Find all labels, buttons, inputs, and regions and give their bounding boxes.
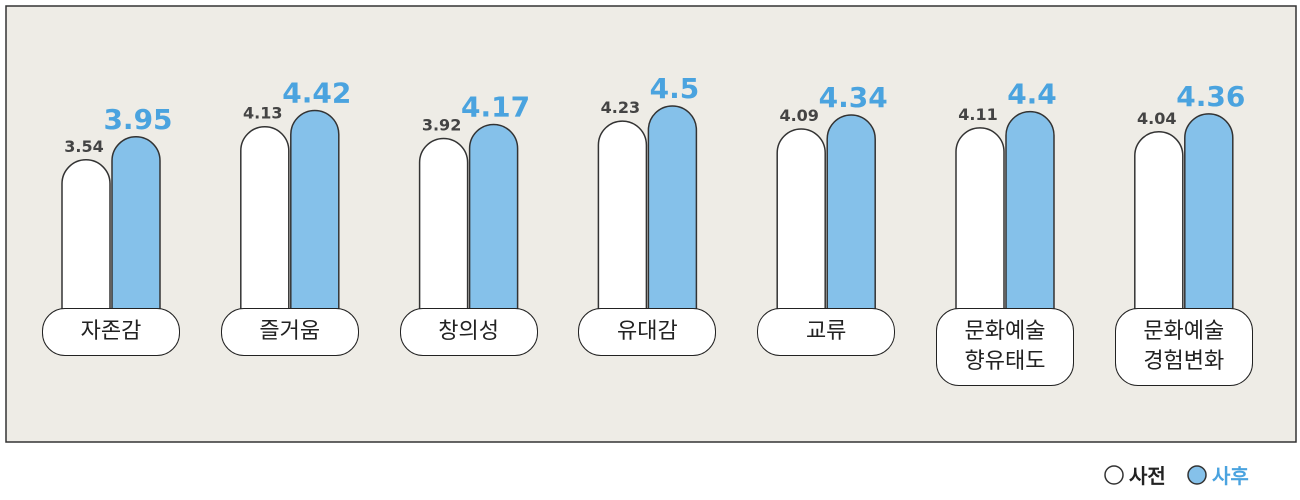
value-label: 4.4 — [1007, 78, 1057, 111]
value-label: 4.04 — [1137, 109, 1176, 128]
category-label: 문화예술 향유태도 — [936, 308, 1074, 386]
value-label: 4.09 — [779, 106, 818, 125]
category-label: 즐거움 — [220, 308, 359, 356]
bars: 3.543.95 4.134.42 3.924.17 4.23 4.5 4.094.34 4… — [61, 72, 1245, 346]
value-label: 4.34 — [819, 81, 888, 114]
value-label: 3.95 — [103, 103, 172, 136]
value-label: 4.5 — [650, 72, 700, 105]
legend-swatch — [1187, 465, 1207, 485]
legend-label: 사전 — [1129, 464, 1166, 488]
value-label: 4.42 — [282, 76, 351, 109]
legend-label: 사후 — [1212, 464, 1249, 488]
value-label: 4.23 — [601, 98, 640, 117]
category-label: 창의성 — [399, 308, 538, 356]
category-label: 유대감 — [578, 308, 717, 356]
value-label: 4.17 — [461, 90, 530, 123]
category-label: 교류 — [757, 308, 896, 356]
category-label: 문화예술 경험변화 — [1114, 308, 1253, 386]
value-label: 4.13 — [243, 104, 282, 123]
legend-swatch — [1104, 465, 1124, 485]
category-label: 자존감 — [42, 308, 180, 356]
value-label: 4.11 — [958, 105, 997, 124]
value-label: 3.54 — [64, 137, 103, 156]
value-label: 4.36 — [1176, 80, 1245, 113]
value-label: 3.92 — [422, 115, 461, 134]
